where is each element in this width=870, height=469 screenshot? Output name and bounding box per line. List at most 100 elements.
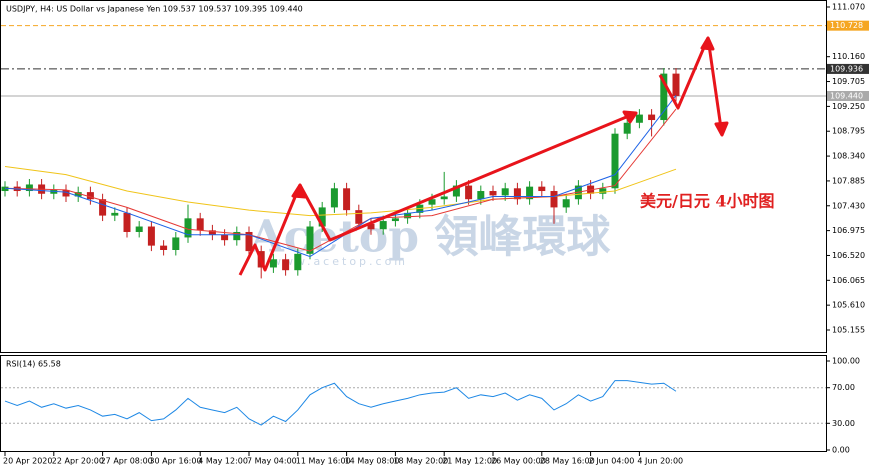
- candle-body: [599, 188, 607, 194]
- y-tick-label: 108.340: [832, 152, 865, 161]
- candle-body: [367, 223, 375, 230]
- candle-body: [440, 196, 448, 200]
- rsi-tick-label: 70.00: [832, 383, 855, 392]
- y-tick-label: 107.885: [832, 176, 865, 185]
- watermark-url: www.acetop.com: [272, 255, 408, 268]
- candle-body: [160, 245, 168, 251]
- arrow-head: [291, 183, 307, 199]
- arrow-line: [238, 111, 637, 276]
- candle-body: [294, 253, 302, 271]
- candle-body: [538, 186, 546, 192]
- y-tick-label: 106.520: [832, 251, 865, 260]
- candle-body: [648, 114, 656, 121]
- x-tick-label: 30 Apr 16:00: [149, 457, 201, 466]
- candle-body: [550, 191, 558, 208]
- rsi-tick-label: 0.00: [832, 446, 850, 455]
- candle-body: [355, 210, 363, 224]
- x-tick-label: 4 Jun 20:00: [637, 457, 683, 466]
- candle-body: [623, 122, 631, 134]
- watermark: Acetop 領峰環球 www.acetop.com: [249, 212, 612, 269]
- y-tick-label: 109.250: [832, 102, 865, 111]
- candle-body: [147, 226, 155, 246]
- candle-body: [86, 192, 94, 200]
- x-tick-label: 7 May 04:00: [247, 457, 297, 466]
- arrow-head: [700, 36, 715, 51]
- arrow-line: [658, 36, 724, 136]
- candle-body: [221, 234, 229, 241]
- candle-body: [562, 199, 570, 208]
- candle-body: [74, 192, 82, 197]
- y-tick-label: 105.155: [832, 326, 865, 335]
- x-tick-label: 27 Apr 08:00: [101, 457, 153, 466]
- level-tag: [827, 20, 869, 31]
- y-tick-label: 109.705: [832, 77, 865, 86]
- candle-body: [465, 185, 473, 200]
- y-tick-label: 106.975: [832, 226, 865, 235]
- candle-body: [135, 226, 143, 232]
- level-tag: [827, 63, 869, 74]
- candle-body: [343, 188, 351, 211]
- x-tick-label: 28 May 16:00: [540, 457, 595, 466]
- x-tick-label: 22 Apr 20:00: [52, 457, 104, 466]
- candle-body: [196, 218, 204, 231]
- candle-body: [306, 226, 314, 254]
- candle-body: [208, 230, 216, 235]
- candle-body: [245, 231, 253, 252]
- level-tag: [827, 91, 869, 102]
- y-tick-label: 110.160: [832, 52, 865, 61]
- candle-body: [25, 184, 33, 192]
- x-tick-label: 20 Apr 2020: [3, 457, 52, 466]
- rsi-line: [4, 380, 677, 426]
- candle-body: [404, 212, 412, 219]
- candle-body: [1, 186, 9, 192]
- level-label: 109.440: [830, 92, 863, 101]
- arrow-head: [622, 110, 638, 124]
- candle-body: [452, 185, 460, 197]
- candle-body: [379, 221, 387, 230]
- moving-average: [4, 95, 677, 258]
- level-label: 110.728: [830, 21, 863, 30]
- candle-body: [489, 191, 497, 196]
- x-tick-label: 21 May 12:00: [442, 457, 497, 466]
- candle-body: [428, 199, 436, 205]
- y-tick-label: 111.070: [832, 3, 865, 12]
- candle-body: [282, 259, 290, 271]
- x-tick-label: 14 May 08:00: [345, 457, 400, 466]
- x-tick-label: 11 May 16:00: [296, 457, 351, 466]
- candle-body: [111, 212, 119, 216]
- chart-title: USDJPY, H4: US Dollar vs Japanese Yen 10…: [6, 5, 303, 14]
- candle-body: [62, 189, 70, 197]
- candle-body: [611, 133, 619, 189]
- y-tick-label: 105.610: [832, 301, 865, 310]
- annotation: 美元/日元 4小时图: [640, 192, 775, 211]
- rsi-label: RSI(14) 65.58: [6, 360, 61, 369]
- y-tick-label: 108.795: [832, 127, 865, 136]
- price-panel: [0, 0, 827, 353]
- rsi-tick-label: 100.00: [832, 357, 860, 366]
- candle-body: [184, 218, 192, 238]
- moving-average: [4, 165, 677, 217]
- candle-body: [233, 231, 241, 241]
- candle-body: [635, 114, 643, 123]
- candle-body: [526, 186, 534, 200]
- candle-body: [123, 212, 131, 232]
- candle-body: [660, 73, 668, 121]
- candle-body: [672, 73, 680, 97]
- x-tick-label: 2 Jun 04:00: [589, 457, 635, 466]
- arrow-head: [714, 121, 729, 137]
- y-tick-label: 106.065: [832, 276, 865, 285]
- x-tick-label: 26 May 00:00: [491, 457, 546, 466]
- x-tick-label: 4 May 12:00: [198, 457, 248, 466]
- trend-arrows: [238, 36, 729, 276]
- rsi-tick-label: 30.00: [832, 419, 855, 428]
- candle-body: [172, 237, 180, 251]
- y-tick-label: 107.430: [832, 201, 865, 210]
- candle-body: [501, 188, 509, 196]
- candle-body: [330, 188, 338, 208]
- level-label: 109.936: [830, 64, 863, 73]
- rsi-panel: [0, 355, 827, 452]
- candle-body: [269, 259, 277, 268]
- candle-body: [318, 207, 326, 227]
- candle-body: [391, 218, 399, 222]
